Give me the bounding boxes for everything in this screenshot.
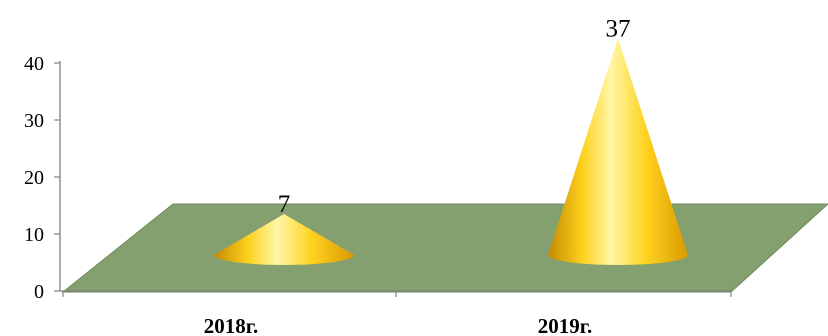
- y-axis-ticks: 0 10 20 30 40: [24, 53, 60, 303]
- cone-body: [548, 38, 688, 265]
- cone-series: 7 37: [214, 16, 688, 265]
- y-tick-label: 20: [24, 167, 44, 189]
- category-label-2019: 2019г.: [538, 314, 592, 336]
- cone-2019: 37: [548, 16, 688, 265]
- y-tick-label: 0: [34, 281, 44, 303]
- cone-2018: 7: [214, 191, 354, 265]
- y-tick-label: 40: [24, 53, 44, 75]
- y-tick-label: 30: [24, 110, 44, 132]
- y-tick-label: 10: [24, 224, 44, 246]
- floor-plane: [61, 203, 828, 293]
- cone-body: [214, 214, 354, 265]
- data-label: 37: [606, 16, 631, 43]
- data-label: 7: [278, 191, 291, 218]
- category-label-2018: 2018г.: [204, 314, 258, 336]
